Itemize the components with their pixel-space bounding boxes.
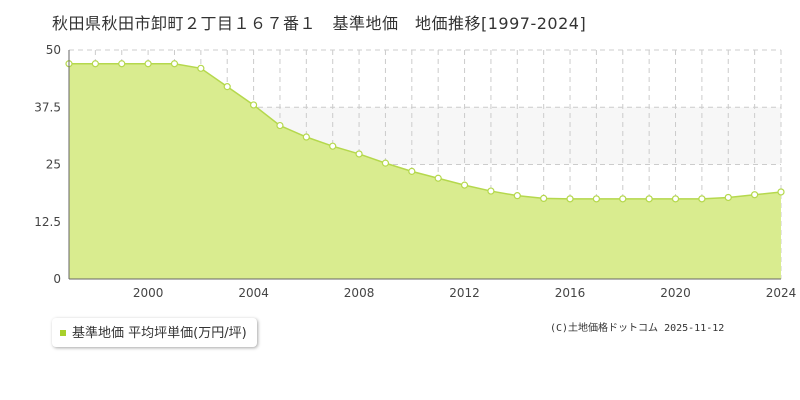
x-tick-label: 2020 — [660, 286, 691, 300]
data-point — [540, 194, 548, 202]
legend-label: 基準地価 平均坪単価(万円/坪) — [72, 326, 247, 341]
x-tick-label: 2012 — [449, 286, 480, 300]
data-point — [513, 192, 521, 200]
x-tick-label: 2024 — [766, 286, 797, 300]
data-point — [645, 195, 653, 203]
data-point — [118, 60, 126, 68]
chart-legend: 基準地価 平均坪単価(万円/坪) — [52, 318, 257, 347]
x-tick-label: 2016 — [555, 286, 586, 300]
data-point — [408, 167, 416, 175]
data-point — [170, 60, 179, 68]
legend-swatch-icon — [60, 329, 66, 336]
data-point — [276, 121, 284, 130]
x-tick-label: 2000 — [133, 286, 164, 300]
x-tick-label: 2008 — [344, 286, 375, 300]
data-point — [144, 60, 152, 68]
data-point — [777, 188, 785, 196]
data-point — [223, 83, 231, 91]
y-tick-label: 50 — [46, 43, 61, 57]
data-point — [91, 60, 99, 68]
series-area — [69, 63, 781, 279]
y-tick-label: 25 — [46, 158, 61, 172]
data-point — [751, 191, 759, 199]
data-point — [355, 150, 363, 158]
data-point — [434, 174, 442, 182]
y-tick-label: 12.5 — [34, 215, 61, 229]
data-point — [249, 101, 258, 109]
data-point — [566, 195, 574, 203]
data-point — [381, 159, 390, 167]
data-point — [302, 133, 310, 141]
data-point — [329, 142, 337, 150]
y-tick-label: 37.5 — [34, 100, 61, 114]
data-point — [460, 181, 469, 189]
data-point — [487, 187, 495, 195]
data-point — [619, 195, 627, 203]
data-point — [698, 195, 706, 203]
series-line — [69, 62, 782, 200]
x-tick-label: 2004 — [238, 286, 269, 300]
data-point — [724, 193, 732, 202]
data-point — [592, 195, 601, 203]
data-point — [197, 64, 205, 72]
copyright-text: (C)土地価格ドットコム 2025-11-12 — [550, 323, 725, 334]
y-tick-label: 0 — [53, 272, 61, 286]
data-point — [671, 195, 680, 203]
chart-title: 秋田県秋田市卸町２丁目１６７番１ 基準地価 地価推移[1997-2024] — [52, 14, 587, 33]
